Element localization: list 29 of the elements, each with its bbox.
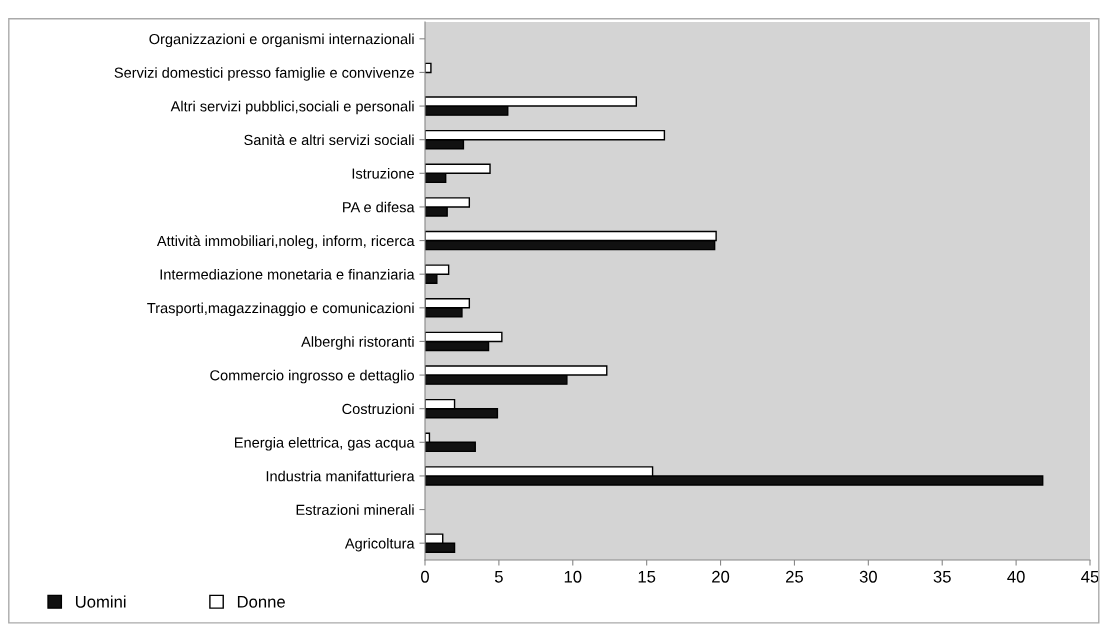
x-tick-label: 5 [494,571,503,583]
x-tick-label: 10 [564,570,582,583]
y-tick-label: Sanità e altri servizi sociali [244,134,414,146]
x-tick-label: 45 [1081,571,1099,583]
y-tick-label: Attività immobiliari,noleg, inform, ricerca [156,235,415,249]
legend-label: Donne [237,596,285,608]
y-tick-label: Agricoltura [344,537,415,552]
y-tick-label: Commercio ingrosso e dettaglio [210,369,414,384]
y-tick-label: Alberghi ristoranti [301,336,414,350]
x-tick-label: 35 [933,570,951,583]
bar [425,62,432,74]
y-tick-label: Servizi domestici presso famiglie e convivenze [114,67,414,81]
y-tick-label: Istruzione [352,168,414,179]
x-tick-label: 15 [638,571,656,583]
x-tick-label: 30 [859,570,877,583]
x-tick-label: 25 [786,570,804,583]
y-tick-label: Industria manifatturiera [266,470,415,482]
y-tick-label: Intermediazione monetaria e finanziaria [160,268,415,280]
y-tick-label: Trasporti,magazzinaggio e comunicazioni [147,302,414,317]
y-tick-label: Organizzazioni e organismi internazionali [149,33,414,48]
y-tick-label: Costruzioni [342,403,414,415]
y-tick-label: PA e difesa [343,201,415,213]
y-tick-label: Estrazioni minerali [296,504,414,515]
x-tick-label: 20 [712,570,730,583]
y-tick-label: Energia elettrica, gas acqua [235,437,415,451]
x-tick-label: 40 [1007,570,1025,583]
legend-label: Uomini [75,595,126,608]
x-tick-label: 0 [421,570,429,583]
y-tick-label: Altri servizi pubblici,sociali e personali [170,100,414,115]
